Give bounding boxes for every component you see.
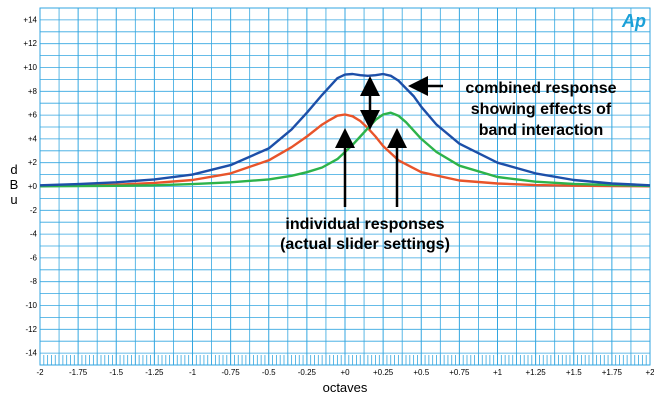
y-tick-labels: +14 +12 +10 +8 +6 +4 +2 +0 -2 -4 -6 -8 -10 -12 -14: [23, 15, 37, 357]
annotation-individual-line: (actual slider settings): [280, 236, 450, 253]
y-tick-label: -2: [30, 206, 38, 215]
y-tick-label: -4: [30, 230, 38, 239]
y-tick-label: +14: [23, 15, 37, 24]
annotation-combined-line: band interaction: [479, 122, 603, 139]
x-axis-label: octaves: [323, 380, 368, 395]
y-tick-label: +4: [28, 134, 38, 143]
y-tick-label: +6: [28, 111, 38, 120]
x-tick-label: -1: [189, 368, 197, 377]
x-tick-label: -1.25: [145, 368, 164, 377]
x-tick-label: +0.5: [413, 368, 429, 377]
x-tick-label: -2: [36, 368, 44, 377]
x-tick-label: +1.25: [526, 368, 547, 377]
x-tick-label: +2: [645, 368, 654, 377]
x-tick-label: -0.5: [262, 368, 276, 377]
x-tick-labels: -2 -1.75 -1.5 -1.25 -1 -0.75 -0.5 -0.25 +0 +0.25 +…: [36, 368, 654, 377]
x-tick-label: +1.5: [566, 368, 582, 377]
series-line-1: [39, 111, 651, 188]
annotation-individual-line: individual responses: [285, 216, 444, 233]
x-tick-label: -1.5: [109, 368, 123, 377]
x-tick-label: +1.75: [602, 368, 623, 377]
minor-ticks: [39, 355, 651, 365]
y-tick-label: +2: [28, 158, 38, 167]
x-tick-label: -1.75: [69, 368, 88, 377]
y-axis-label-char: u: [10, 192, 17, 207]
y-tick-label: +8: [28, 87, 38, 96]
y-tick-label: -8: [30, 277, 38, 286]
ap-logo: Ap: [621, 11, 646, 31]
y-tick-label: -14: [25, 349, 37, 358]
series-line-0: [39, 113, 651, 188]
y-axis-label-char: d: [10, 162, 17, 177]
annotation-combined-line: showing effects of: [471, 101, 612, 118]
y-tick-label: +12: [23, 39, 37, 48]
annotations: combined response showing effects of band …: [280, 80, 617, 253]
series-line-2: [39, 72, 651, 187]
y-tick-label: -10: [25, 301, 37, 310]
x-tick-label: +1: [493, 368, 503, 377]
y-tick-label: -12: [25, 325, 37, 334]
x-tick-label: -0.25: [298, 368, 317, 377]
x-tick-label: +0.25: [373, 368, 394, 377]
series-layer: [39, 72, 651, 188]
y-axis-label: dBu: [10, 162, 19, 207]
x-tick-label: +0.75: [449, 368, 470, 377]
annotation-combined-line: combined response: [465, 80, 616, 97]
y-tick-label: -6: [30, 253, 38, 262]
x-tick-label: -0.75: [222, 368, 241, 377]
y-tick-label: +10: [23, 63, 37, 72]
x-tick-label: +0: [340, 368, 350, 377]
y-tick-label: +0: [28, 182, 38, 191]
y-axis-label-char: B: [10, 177, 19, 192]
